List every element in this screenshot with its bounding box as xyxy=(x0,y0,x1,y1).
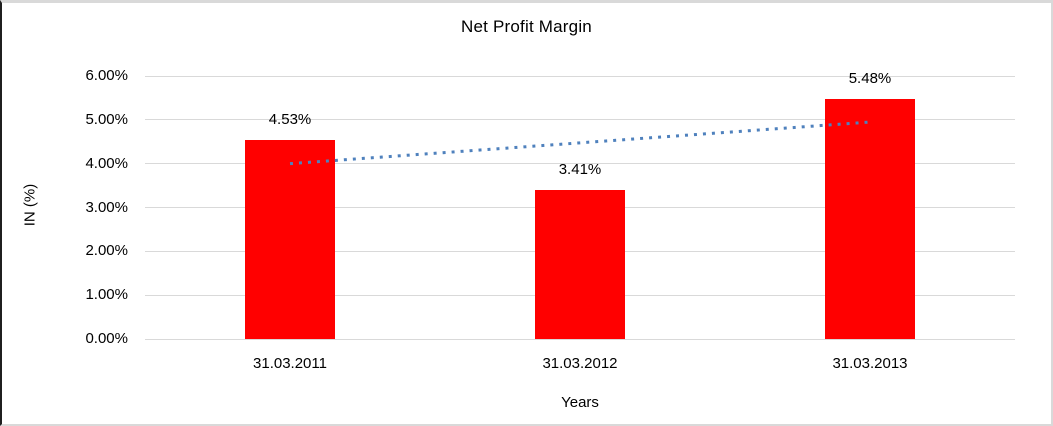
y-tick-label: 2.00% xyxy=(85,242,128,260)
chart-title: Net Profit Margin xyxy=(461,17,592,36)
y-tick-label: 0.00% xyxy=(85,330,128,347)
gridline xyxy=(145,119,1015,121)
gridline xyxy=(145,75,1015,77)
y-tick-label: 6.00% xyxy=(85,67,128,84)
x-tick-label: 31.03.2013 xyxy=(832,355,908,372)
data-label: 5.48% xyxy=(848,69,892,87)
x-tick-label: 31.03.2011 xyxy=(253,355,327,372)
bar xyxy=(535,189,625,339)
y-tick-label: 5.00% xyxy=(85,110,128,128)
x-tick-label: 31.03.2012 xyxy=(542,355,618,372)
data-label: 3.41% xyxy=(558,160,602,178)
bar xyxy=(825,98,915,339)
x-axis-title: Years xyxy=(561,394,599,411)
y-tick-label: 4.00% xyxy=(85,154,128,172)
y-tick-label: 3.00% xyxy=(85,198,128,216)
data-label: 4.53% xyxy=(268,111,312,129)
y-tick-label: 1.00% xyxy=(85,286,128,304)
gridline xyxy=(145,338,1015,340)
bar xyxy=(245,140,335,339)
